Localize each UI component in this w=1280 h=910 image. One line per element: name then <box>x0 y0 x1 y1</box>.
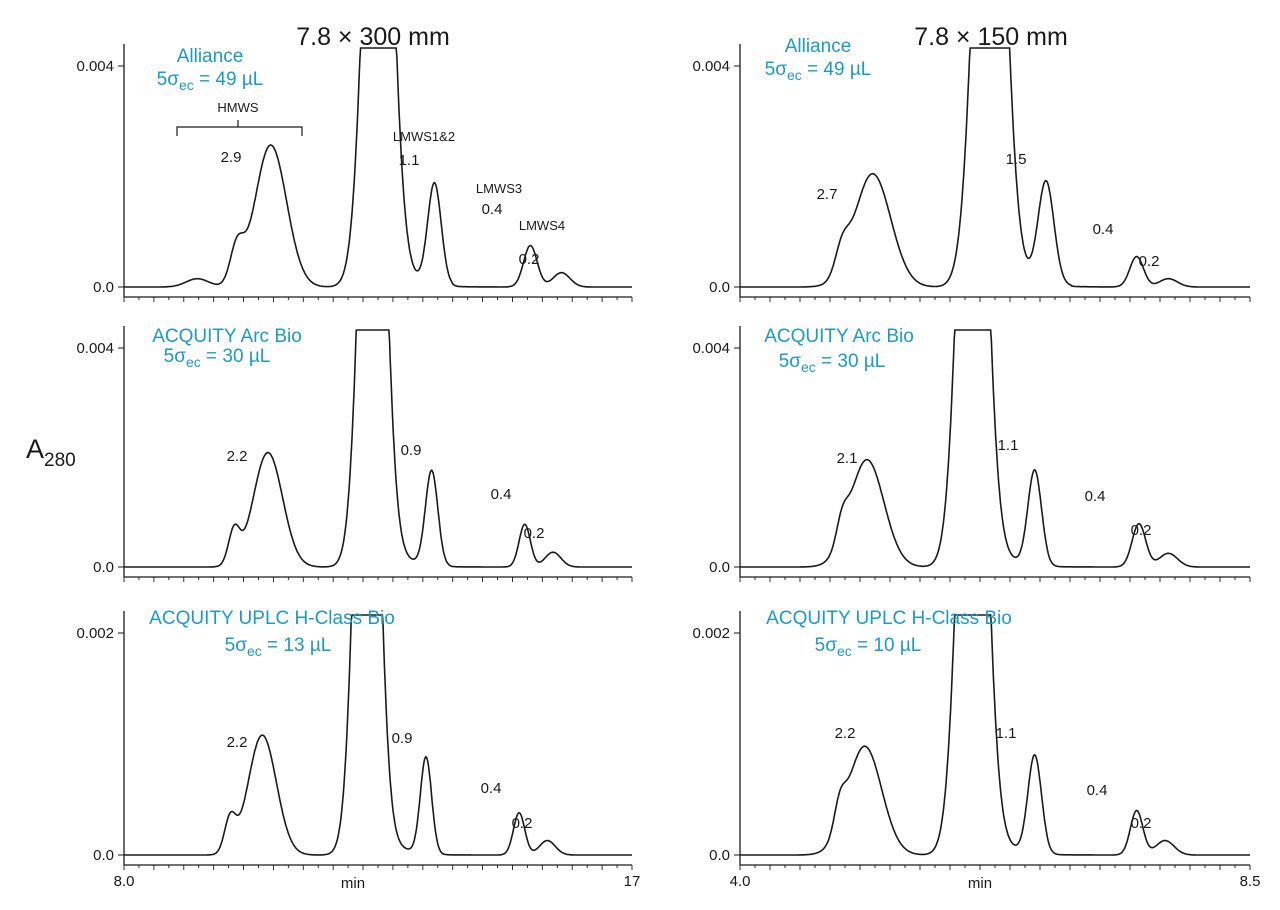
x-tick-label: 8.5 <box>1240 873 1261 890</box>
lmws12-label: LMWS1&2 <box>393 129 455 144</box>
volume-prefix: 5σ <box>765 59 788 80</box>
y-axis-label-subscript: 280 <box>44 450 76 471</box>
peak-label: 0.4 <box>482 201 503 218</box>
y-tick-label: 0.004 <box>76 58 114 75</box>
x-tick-label: 17 <box>624 873 641 890</box>
y-tick-label: 0.0 <box>93 279 114 296</box>
peak-label: 0.4 <box>1087 782 1108 799</box>
volume-value: = 13 µL <box>262 635 332 656</box>
y-axis-label: A280 <box>26 434 76 471</box>
x-tick-label: 8.0 <box>114 873 135 890</box>
extra-column-volume-label: 5σec = 13 µL <box>225 635 332 659</box>
peak-label: 0.2 <box>519 251 540 268</box>
extra-column-volume-label: 5σec = 49 µL <box>765 59 872 83</box>
peak-label: 0.2 <box>524 525 545 542</box>
chromatogram-trace <box>124 329 632 568</box>
column-title-0: 7.8 × 300 mm <box>296 23 450 51</box>
volume-prefix: 5σ <box>815 635 838 656</box>
column-title-1: 7.8 × 150 mm <box>914 23 1068 51</box>
instrument-label: ACQUITY Arc Bio <box>152 326 302 347</box>
instrument-label: Alliance <box>785 36 852 57</box>
peak-label: 2.2 <box>835 725 856 742</box>
panel-0-2: 0.0 0.002 ACQUITY UPLC H-Class Bio 5σec = 1… <box>76 608 633 870</box>
peak-label: 2.1 <box>837 450 858 467</box>
y-tick-label: 0.0 <box>93 559 114 576</box>
peak-label: 0.4 <box>1093 221 1114 238</box>
x-axis-label: min <box>968 875 992 892</box>
peak-label: 0.2 <box>512 815 533 832</box>
volume-subscript: ec <box>186 354 201 370</box>
extra-column-volume-label: 5σec = 49 µL <box>157 69 264 93</box>
peak-label: 0.9 <box>392 730 413 747</box>
instrument-label: Alliance <box>177 46 244 67</box>
x-tick-label: 4.0 <box>730 873 751 890</box>
chromatogram-trace <box>740 614 1250 856</box>
peak-label: 2.2 <box>227 734 248 751</box>
instrument-label: ACQUITY UPLC H-Class Bio <box>149 608 395 629</box>
volume-subscript: ec <box>179 77 194 93</box>
peak-label: 2.2 <box>227 448 248 465</box>
y-tick-label: 0.0 <box>709 847 730 864</box>
y-tick-label: 0.0 <box>709 559 730 576</box>
extra-column-volume-label: 5σec = 30 µL <box>164 346 271 370</box>
peak-label: 0.9 <box>401 442 422 459</box>
hmws-bracket <box>176 120 303 136</box>
volume-subscript: ec <box>837 643 852 659</box>
hmws-label: HMWS <box>217 100 258 115</box>
x-axis-label: min <box>341 875 365 892</box>
chromatogram-trace <box>124 47 632 288</box>
volume-subscript: ec <box>801 359 816 375</box>
instrument-label: ACQUITY UPLC H-Class Bio <box>766 608 1012 629</box>
volume-subscript: ec <box>787 67 802 83</box>
peak-label: 0.4 <box>491 486 512 503</box>
peak-label: 0.4 <box>481 780 502 797</box>
panel-1-2: 0.0 0.002 ACQUITY UPLC H-Class Bio 5σec = 1… <box>692 608 1251 870</box>
y-tick-label: 0.004 <box>692 58 730 75</box>
peak-label: 0.4 <box>1085 488 1106 505</box>
peak-label: 2.7 <box>817 186 838 203</box>
y-tick-label: 0.002 <box>76 625 114 642</box>
y-tick-label: 0.0 <box>709 279 730 296</box>
peak-label: 0.2 <box>1131 522 1152 539</box>
volume-prefix: 5σ <box>779 351 802 372</box>
volume-value: = 49 µL <box>802 59 872 80</box>
panel-1-1: 0.0 0.004 ACQUITY Arc Bio 5σec = 30 µL 2.1 1.… <box>692 326 1251 582</box>
lmws3-label: LMWS3 <box>476 181 522 196</box>
peak-label: 1.5 <box>1006 151 1027 168</box>
volume-prefix: 5σ <box>225 635 248 656</box>
lmws4-label: LMWS4 <box>519 218 565 233</box>
peak-label: 1.1 <box>399 152 420 169</box>
volume-prefix: 5σ <box>157 69 180 90</box>
peak-label: 1.1 <box>998 437 1019 454</box>
volume-value: = 30 µL <box>816 351 886 372</box>
peak-label: 1.1 <box>996 725 1017 742</box>
volume-value: = 10 µL <box>852 635 922 656</box>
peak-label: 0.2 <box>1131 815 1152 832</box>
chromatogram-trace <box>740 47 1250 288</box>
volume-subscript: ec <box>247 643 262 659</box>
y-tick-label: 0.004 <box>692 340 730 357</box>
chromatogram-trace <box>124 614 632 856</box>
instrument-label: ACQUITY Arc Bio <box>764 326 914 347</box>
y-tick-label: 0.0 <box>93 847 114 864</box>
chromatogram-trace <box>740 329 1250 568</box>
volume-prefix: 5σ <box>164 346 187 367</box>
extra-column-volume-label: 5σec = 10 µL <box>815 635 922 659</box>
y-tick-label: 0.004 <box>76 340 114 357</box>
volume-value: = 30 µL <box>201 346 271 367</box>
y-tick-label: 0.002 <box>692 625 730 642</box>
peak-label: 2.9 <box>221 149 242 166</box>
peak-label: 0.2 <box>1139 253 1160 270</box>
extra-column-volume-label: 5σec = 30 µL <box>779 351 886 375</box>
volume-value: = 49 µL <box>194 69 264 90</box>
